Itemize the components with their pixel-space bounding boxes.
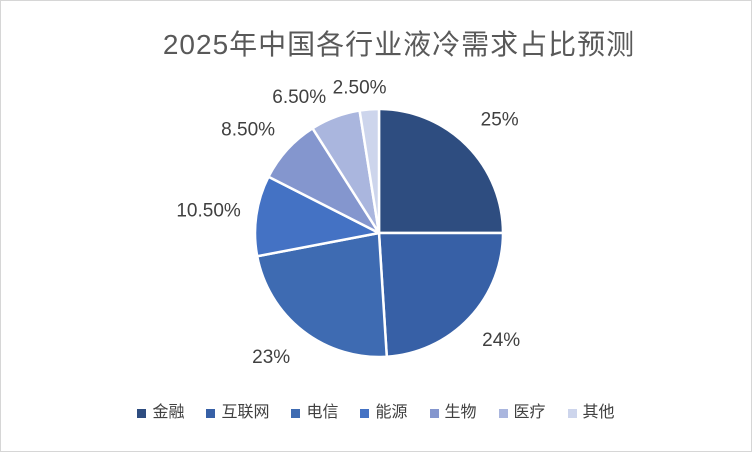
data-label-电信: 23%: [252, 347, 290, 368]
data-label-能源: 10.50%: [176, 201, 241, 222]
pie-slice-电信: [255, 231, 389, 359]
pie-slice-互联网: [377, 231, 505, 359]
legend-marker-icon: [567, 408, 577, 418]
pie-slice-能源: [253, 175, 381, 258]
legend-label: 生物: [444, 404, 477, 421]
data-label-其他: 2.50%: [333, 78, 387, 99]
legend-label: 能源: [375, 404, 408, 421]
legend-label: 医疗: [513, 404, 546, 421]
legend-label: 电信: [306, 404, 339, 421]
legend-label: 互联网: [221, 404, 270, 421]
chart-title: 2025年中国各行业液冷需求占比预测: [162, 29, 636, 60]
pie-slice-其他: [358, 107, 381, 235]
legend-item-能源: 能源: [360, 404, 408, 421]
chart-legend: 金融 互联网 电信 能源 生物 医疗 其他: [1, 405, 751, 421]
legend-item-其他: 其他: [567, 404, 615, 421]
legend-marker-icon: [137, 408, 147, 418]
legend-marker-icon: [360, 408, 370, 418]
legend-label: 金融: [152, 404, 185, 421]
legend-marker-icon: [291, 408, 301, 418]
legend-item-互联网: 互联网: [206, 405, 269, 421]
pie-slice-金融: [377, 107, 505, 235]
legend-marker-icon: [206, 408, 216, 418]
data-label-生物: 8.50%: [221, 120, 275, 141]
legend-item-电信: 电信: [291, 405, 338, 421]
legend-marker-icon: [429, 408, 439, 418]
data-label-金融: 25%: [481, 109, 519, 130]
legend-marker-icon: [498, 408, 508, 418]
legend-item-医疗: 医疗: [498, 404, 546, 421]
legend-label: 其他: [582, 404, 615, 421]
data-label-互联网: 24%: [482, 330, 520, 351]
legend-item-生物: 生物: [429, 404, 477, 421]
legend-item-金融: 金融: [137, 405, 184, 421]
data-label-医疗: 6.50%: [272, 87, 326, 108]
